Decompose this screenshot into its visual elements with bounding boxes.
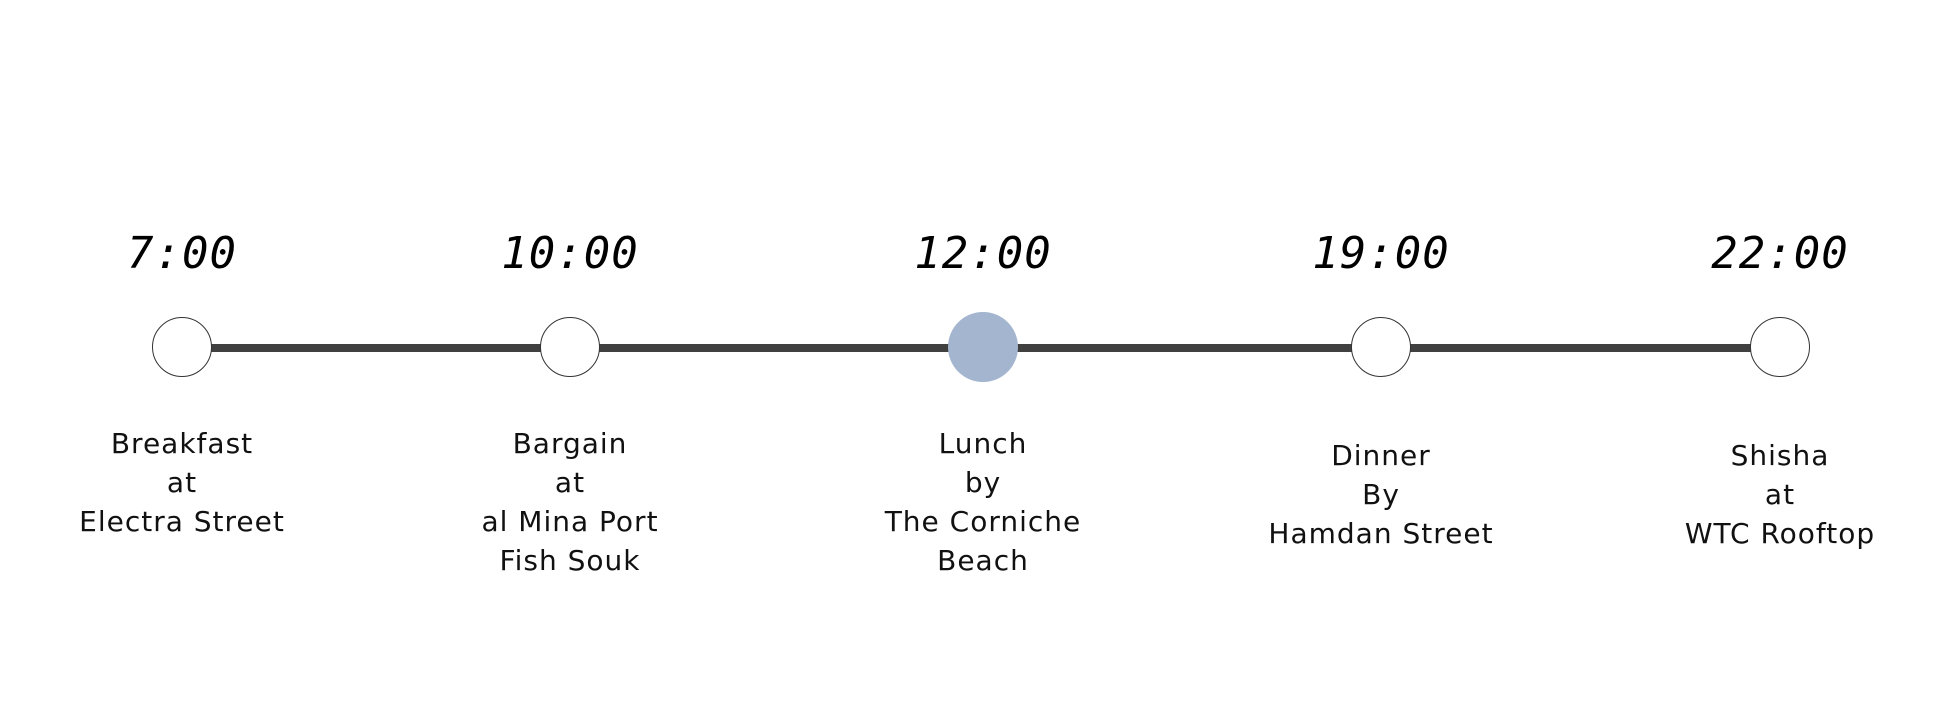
- event-marker: [540, 317, 600, 377]
- event-label-line: WTC Rooftop: [1684, 517, 1876, 550]
- event-label: Shisha at WTC Rooftop: [1630, 436, 1930, 553]
- event-label: Bargain at al Mina Port Fish Souk: [420, 424, 720, 580]
- event-label-line: at: [1764, 478, 1796, 511]
- event-marker: [1351, 317, 1411, 377]
- event-label-line: al Mina Port: [481, 505, 659, 538]
- event-label-line: Dinner: [1331, 439, 1431, 472]
- event-label-line: by: [964, 466, 1002, 499]
- event-label-line: Electra Street: [79, 505, 285, 538]
- event-label-line: at: [166, 466, 198, 499]
- event-time: 12:00: [914, 228, 1052, 279]
- event-label: Breakfast at Electra Street: [32, 424, 332, 541]
- event-label-line: Breakfast: [110, 427, 254, 460]
- event-label-line: The Corniche: [884, 505, 1082, 538]
- event-time: 19:00: [1312, 228, 1450, 279]
- event-time: 22:00: [1711, 228, 1849, 279]
- event-label-line: Shisha: [1730, 439, 1830, 472]
- event-marker: [1750, 317, 1810, 377]
- event-label-line: Bargain: [512, 427, 628, 460]
- event-marker: [152, 317, 212, 377]
- event-label-line: Beach: [937, 544, 1029, 577]
- event-label-line: Fish Souk: [499, 544, 641, 577]
- event-label: Dinner By Hamdan Street: [1231, 436, 1531, 553]
- event-label-line: By: [1362, 478, 1400, 511]
- event-label-line: Hamdan Street: [1268, 517, 1494, 550]
- event-label-line: at: [554, 466, 586, 499]
- event-marker-active: [948, 312, 1018, 382]
- event-label-line: Lunch: [938, 427, 1028, 460]
- event-time: 7:00: [127, 228, 237, 279]
- event-label: Lunch by The Corniche Beach: [833, 424, 1133, 580]
- event-time: 10:00: [501, 228, 639, 279]
